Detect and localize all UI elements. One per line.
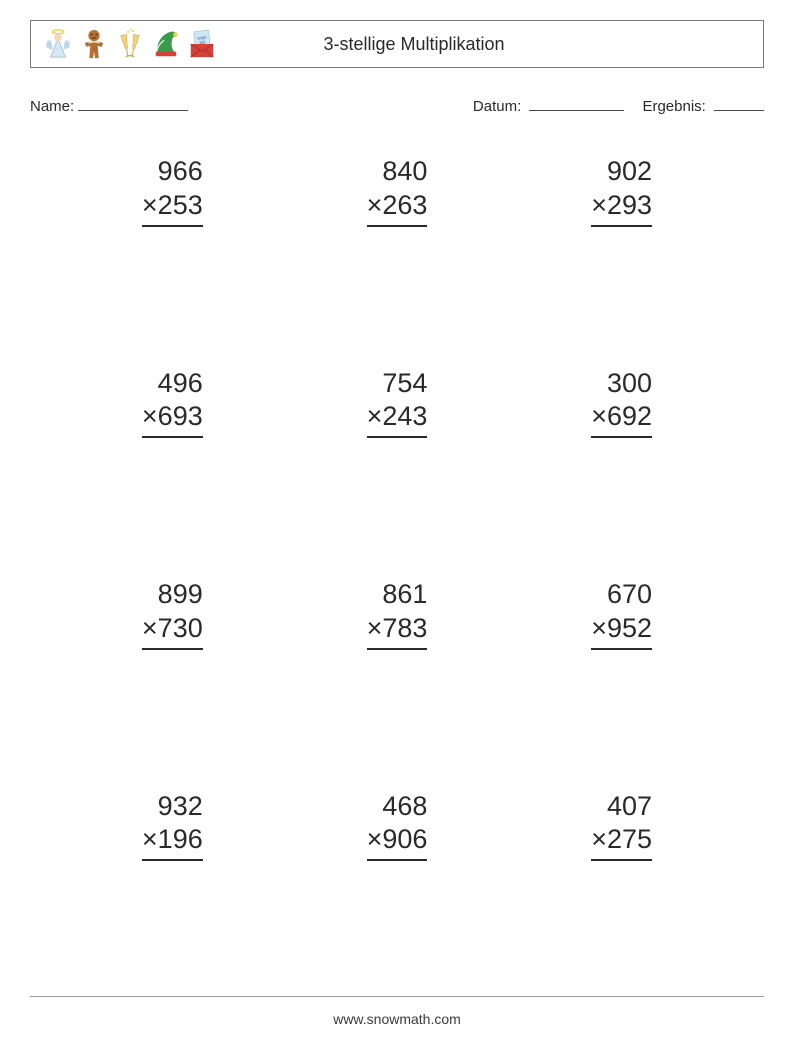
problem-cell: 902×293: [519, 155, 724, 227]
champagne-icon: [115, 27, 145, 61]
problem-cell: 496×693: [70, 367, 275, 439]
name-field-group: Name:: [30, 96, 188, 115]
problem-cell: 407×275: [519, 790, 724, 862]
problem-stack: 861×783: [367, 578, 428, 650]
problem-stack: 496×693: [142, 367, 203, 439]
header-box: wish list 3-stellige Multiplikation: [30, 20, 764, 68]
problem-stack: 899×730: [142, 578, 203, 650]
multiplier: ×293: [591, 189, 652, 227]
result-blank[interactable]: [714, 96, 764, 111]
problem-cell: 670×952: [519, 578, 724, 650]
result-field-group: Ergebnis:: [642, 96, 764, 115]
problem-cell: 932×196: [70, 790, 275, 862]
footer-divider: [30, 996, 764, 997]
header-icon-row: wish list: [43, 27, 217, 61]
problem-cell: 840×263: [295, 155, 500, 227]
multiplicand: 966: [142, 155, 203, 189]
multiplicand: 407: [591, 790, 652, 824]
multiplier: ×253: [142, 189, 203, 227]
problem-stack: 670×952: [591, 578, 652, 650]
problem-stack: 300×692: [591, 367, 652, 439]
multiplicand: 840: [367, 155, 428, 189]
problem-cell: 861×783: [295, 578, 500, 650]
multiplier: ×243: [367, 400, 428, 438]
problems-grid: 966×253840×263902×293496×693754×243300×6…: [30, 155, 764, 861]
name-blank[interactable]: [78, 96, 188, 111]
right-field-group: Datum: Ergebnis:: [473, 96, 764, 115]
elf-hat-icon: [151, 27, 181, 61]
problem-cell: 966×253: [70, 155, 275, 227]
problem-cell: 468×906: [295, 790, 500, 862]
problem-stack: 468×906: [367, 790, 428, 862]
multiplicand: 899: [142, 578, 203, 612]
gingerbread-icon: [79, 27, 109, 61]
multiplicand: 670: [591, 578, 652, 612]
multiplicand: 902: [591, 155, 652, 189]
multiplicand: 468: [367, 790, 428, 824]
info-row: Name: Datum: Ergebnis:: [30, 96, 764, 115]
multiplier: ×693: [142, 400, 203, 438]
result-label: Ergebnis:: [642, 98, 705, 115]
multiplicand: 754: [367, 367, 428, 401]
worksheet-title: 3-stellige Multiplikation: [217, 34, 751, 55]
angel-icon: [43, 27, 73, 61]
problem-stack: 754×243: [367, 367, 428, 439]
date-blank[interactable]: [529, 96, 624, 111]
problem-stack: 932×196: [142, 790, 203, 862]
problem-stack: 840×263: [367, 155, 428, 227]
problem-stack: 966×253: [142, 155, 203, 227]
multiplier: ×692: [591, 400, 652, 438]
footer-text: www.snowmath.com: [0, 1011, 794, 1027]
problem-stack: 407×275: [591, 790, 652, 862]
multiplicand: 300: [591, 367, 652, 401]
problem-cell: 300×692: [519, 367, 724, 439]
date-field-group: Datum:: [473, 96, 625, 115]
multiplier: ×263: [367, 189, 428, 227]
multiplier: ×196: [142, 823, 203, 861]
multiplicand: 861: [367, 578, 428, 612]
multiplier: ×952: [591, 612, 652, 650]
wish-letter-icon: wish list: [187, 27, 217, 61]
multiplier: ×783: [367, 612, 428, 650]
multiplicand: 496: [142, 367, 203, 401]
worksheet-page: wish list 3-stellige Multiplikation Name…: [0, 0, 794, 1053]
name-label: Name:: [30, 98, 74, 115]
multiplier: ×275: [591, 823, 652, 861]
problem-cell: 899×730: [70, 578, 275, 650]
problem-cell: 754×243: [295, 367, 500, 439]
date-label: Datum:: [473, 98, 521, 115]
multiplicand: 932: [142, 790, 203, 824]
multiplier: ×906: [367, 823, 428, 861]
multiplier: ×730: [142, 612, 203, 650]
problem-stack: 902×293: [591, 155, 652, 227]
